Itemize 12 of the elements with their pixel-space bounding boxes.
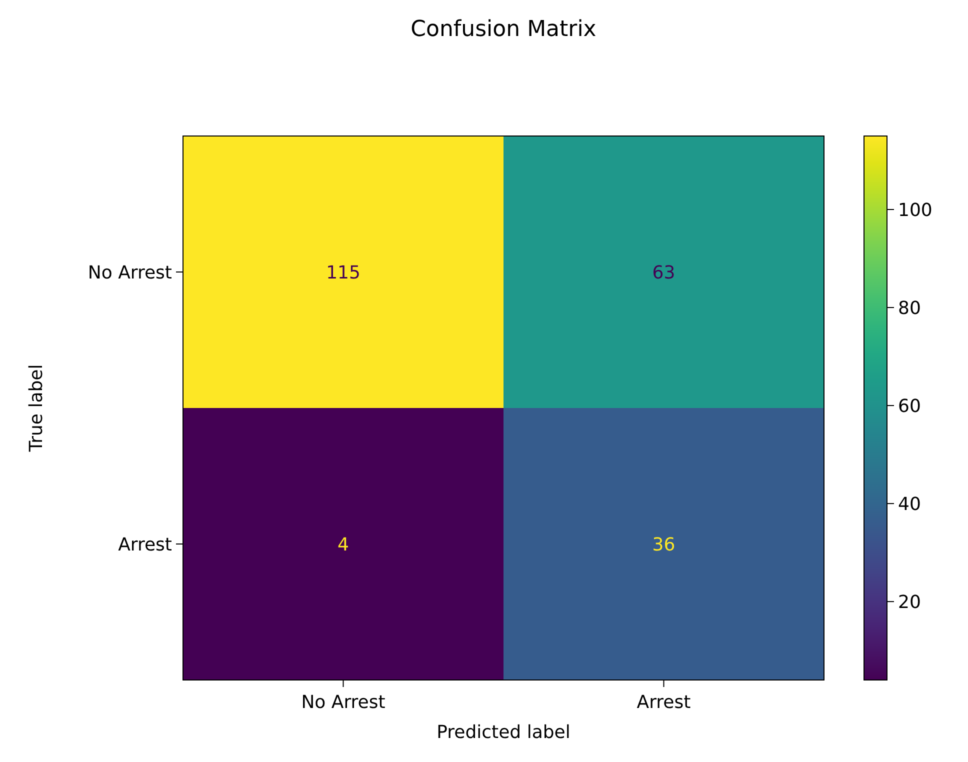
color-bar-label: 40 <box>898 494 921 515</box>
color-bar-label: 20 <box>898 592 921 613</box>
y-axis-title: True label <box>26 364 47 453</box>
color-bar-label: 80 <box>898 298 921 319</box>
x-axis-title: Predicted label <box>436 722 570 743</box>
data-label: 63 <box>652 262 676 284</box>
color-bar-label: 100 <box>898 200 932 221</box>
data-label: 4 <box>338 534 349 556</box>
color-bar-label: 60 <box>898 396 921 417</box>
data-label: 115 <box>326 262 360 284</box>
chart-title: Confusion Matrix <box>410 17 596 42</box>
data-label: 36 <box>652 534 676 556</box>
